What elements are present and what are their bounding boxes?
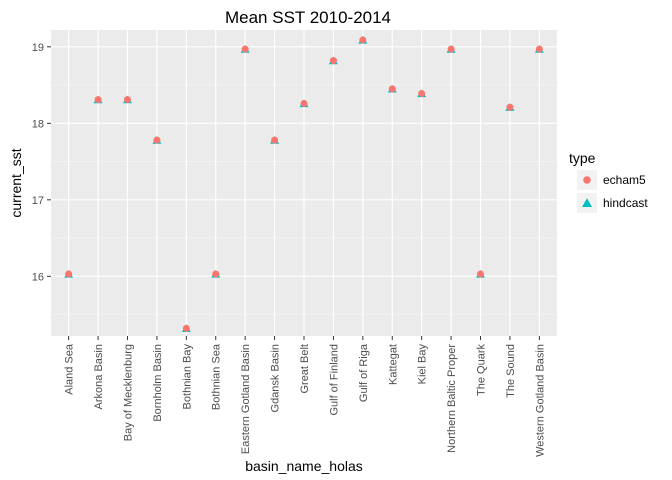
data-points — [64, 35, 544, 332]
x-tick-label: Bothnian Bay — [181, 344, 193, 410]
point-echam5 — [153, 136, 161, 144]
x-tick-label: Aland Sea — [64, 343, 76, 395]
point-echam5 — [329, 57, 337, 65]
x-tick-label: Bothnian Sea — [211, 343, 223, 410]
point-echam5 — [418, 89, 426, 97]
legend-keys: echam5 hindcast — [577, 170, 648, 213]
legend-label: echam5 — [603, 173, 646, 187]
x-tick-label: Great Belt — [299, 344, 311, 394]
x-tick-label: Bay of Mecklenburg — [122, 344, 134, 441]
point-echam5 — [182, 324, 190, 332]
x-axis-ticks: Aland Sea Arkona Basin Bay of Mecklenburg B… — [64, 336, 546, 457]
y-tick-label: 19 — [32, 42, 44, 54]
point-echam5 — [271, 136, 279, 144]
legend-title: type — [569, 150, 596, 166]
x-tick-label: Bornholm Basin — [152, 344, 164, 422]
point-echam5 — [359, 36, 367, 44]
point-echam5 — [241, 45, 249, 53]
point-echam5 — [388, 85, 396, 93]
y-tick-label: 18 — [32, 118, 44, 130]
x-tick-label: The Sound — [505, 344, 517, 398]
point-echam5 — [535, 45, 543, 53]
point-echam5 — [300, 99, 308, 107]
point-echam5 — [65, 270, 73, 278]
legend-key-echam5 — [583, 176, 591, 184]
x-tick-label: Eastern Gotland Basin — [240, 344, 252, 454]
point-echam5 — [506, 103, 514, 111]
point-echam5 — [212, 270, 220, 278]
x-tick-label: Gdansk Basin — [270, 344, 282, 412]
y-axis-label: current_sst — [8, 148, 24, 217]
y-axis-ticks: 16 17 18 19 — [32, 42, 51, 283]
legend: type echam5 hindcast — [569, 150, 648, 213]
y-tick-label: 16 — [32, 271, 44, 283]
x-tick-label: Gulf of Riga — [358, 343, 370, 402]
legend-label: hindcast — [603, 196, 648, 210]
grid-lines — [51, 30, 557, 336]
x-tick-label: Gulf of Finland — [328, 344, 340, 416]
point-echam5 — [94, 96, 102, 104]
point-echam5 — [447, 45, 455, 53]
x-tick-label: Kiel Bay — [417, 344, 429, 385]
x-tick-label: Kattegat — [387, 344, 399, 385]
x-tick-label: Western Gotland Basin — [534, 344, 546, 457]
x-tick-label: Arkona Basin — [93, 344, 105, 409]
legend-key-hindcast — [582, 198, 592, 207]
chart-title: Mean SST 2010-2014 — [225, 8, 391, 27]
x-tick-label: The Quark — [476, 344, 488, 396]
point-echam5 — [477, 270, 485, 278]
x-tick-label: Northern Baltic Proper — [446, 344, 458, 453]
point-echam5 — [123, 96, 131, 104]
x-axis-label: basin_name_holas — [245, 458, 363, 474]
y-tick-label: 17 — [32, 195, 44, 207]
